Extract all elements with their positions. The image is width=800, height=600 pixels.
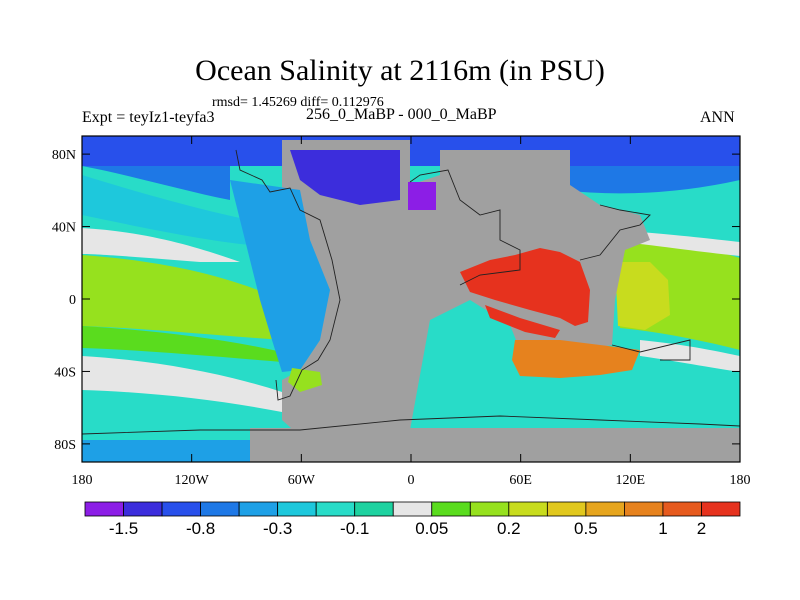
stats-text: rmsd= 1.45269 diff= 0.112976 <box>212 95 384 110</box>
colorbar-label: -0.3 <box>263 519 292 538</box>
colorbar-swatch <box>546 501 587 517</box>
western-boundary-current <box>230 180 330 372</box>
colorbar-swatch <box>585 501 625 517</box>
map-subtitle: 256_0_MaBP - 000_0_MaBP <box>306 106 497 123</box>
x-tick-label: 120E <box>616 473 646 488</box>
colorbar-swatch <box>508 501 548 517</box>
colorbar-swatch <box>354 501 394 517</box>
colorbar-swatch <box>392 501 433 517</box>
north-deep-blue <box>290 150 400 205</box>
east-south-cyan <box>640 356 740 440</box>
season-label: ANN <box>700 109 735 126</box>
colorbar-label: 1 <box>658 519 667 538</box>
north-pacific-band <box>82 166 740 194</box>
y-tick-label: 40N <box>52 221 76 236</box>
colorbar-label: 2 <box>697 519 706 538</box>
colorbar-label: -0.1 <box>340 519 369 538</box>
colorbar-label: -0.8 <box>186 519 215 538</box>
colorbar-swatch <box>161 501 201 517</box>
equatorial-green-band-2 <box>82 326 282 362</box>
x-tick-label: 180 <box>730 473 751 488</box>
map-panel <box>82 136 740 462</box>
x-tick-label: 60W <box>288 473 316 488</box>
colorbar-swatch <box>662 501 702 517</box>
colorbar-swatch <box>431 501 471 517</box>
colorbar-swatch <box>238 501 279 517</box>
colorbar-swatch <box>315 501 356 517</box>
colorbar: -1.5 -0.8 -0.3 -0.1 0.05 0.2 0.5 1 2 <box>84 501 741 538</box>
tethys-red-region <box>460 248 590 326</box>
y-tick-label: 0 <box>69 293 76 308</box>
coastline-outlines <box>82 149 740 435</box>
equatorial-green-band <box>82 255 282 340</box>
north-cyan-band <box>82 175 250 245</box>
x-tick-label: 120W <box>175 473 210 488</box>
southern-green-blob <box>288 368 322 392</box>
colorbar-label: 0.05 <box>415 519 448 538</box>
colorbar-label: 0.2 <box>497 519 521 538</box>
colorbar-label: 0.5 <box>574 519 598 538</box>
y-tick-label: 80S <box>54 438 76 453</box>
antarctic-landmass <box>250 428 740 462</box>
colorbar-swatch <box>84 501 124 517</box>
north-west-band <box>82 166 230 200</box>
east-yellow-patch <box>615 262 670 330</box>
south-cyan-band <box>82 392 282 440</box>
tethys-red-arm <box>485 305 560 338</box>
east-white-band <box>640 232 740 256</box>
x-tick-label: 60E <box>509 473 532 488</box>
colorbar-swatch <box>701 501 741 517</box>
supercontinent-landmass <box>282 140 650 436</box>
colorbar-label: -1.5 <box>109 519 138 538</box>
x-tick-label: 180 <box>72 473 93 488</box>
map-title: Ocean Salinity at 2116m (in PSU) <box>195 54 605 87</box>
purple-patch <box>408 182 436 210</box>
south-white-band <box>82 356 282 412</box>
y-tick-label: 40S <box>54 365 76 380</box>
y-tick-label: 80N <box>52 148 76 163</box>
colorbar-swatch <box>624 501 664 517</box>
x-tick-label: 0 <box>408 473 415 488</box>
axis-ticks: 80N 40N 0 40S 80S 180 120W 60W 0 60E 120E 180 <box>52 136 751 488</box>
colorbar-swatch <box>123 501 163 517</box>
colorbar-swatch <box>200 501 240 517</box>
experiment-label: Expt = teyIz1-teyfa3 <box>82 109 215 126</box>
north-white-band <box>82 228 240 262</box>
southern-orange-region <box>512 340 640 378</box>
colorbar-swatch <box>469 501 510 517</box>
colorbar-swatch <box>277 501 317 517</box>
